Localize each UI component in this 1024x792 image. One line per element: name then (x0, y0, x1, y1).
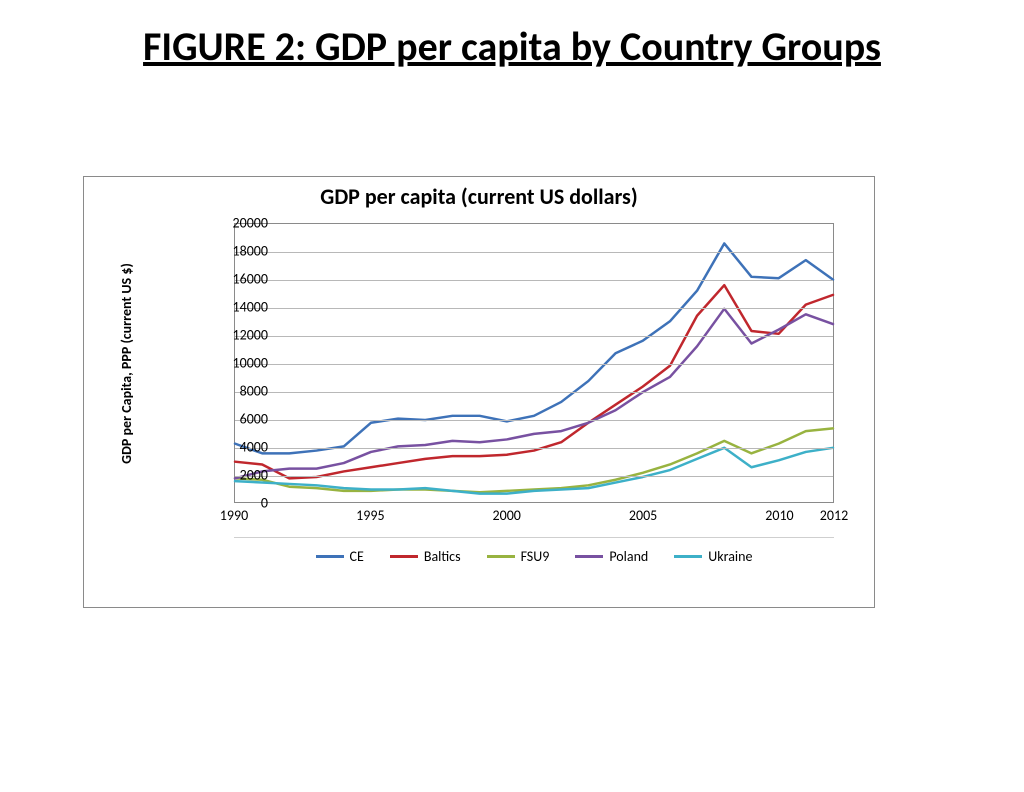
y-tick-label: 2000 (208, 467, 268, 484)
gridline (235, 252, 833, 253)
series-line-ce (235, 243, 833, 453)
chart-container: GDP per capita (current US dollars) GDP … (83, 176, 875, 608)
legend-swatch-icon (390, 555, 418, 558)
y-axis-label: GDP per Capita, PPP (current US $) (114, 223, 138, 503)
legend-item-ukraine: Ukraine (674, 548, 752, 565)
legend-swatch-icon (316, 555, 344, 558)
gridline (235, 308, 833, 309)
x-tick-label: 2012 (820, 507, 848, 524)
y-tick-label: 12000 (208, 327, 268, 344)
page-title: FIGURE 2: GDP per capita by Country Grou… (60, 24, 964, 70)
series-line-ukraine (235, 448, 833, 494)
gridline (235, 420, 833, 421)
gridline (235, 448, 833, 449)
y-tick-label: 14000 (208, 299, 268, 316)
legend-item-baltics: Baltics (390, 548, 461, 565)
plot-area (234, 223, 834, 503)
y-tick-label: 18000 (208, 243, 268, 260)
legend-swatch-icon (575, 555, 603, 558)
legend-label: Ukraine (708, 548, 752, 565)
legend-label: CE (350, 548, 364, 565)
x-tick-label: 2010 (765, 507, 793, 524)
y-tick-label: 10000 (208, 355, 268, 372)
legend-item-fsu9: FSU9 (487, 548, 550, 565)
legend: CE Baltics FSU9 Poland Ukraine (234, 537, 834, 565)
y-tick-label: 16000 (208, 271, 268, 288)
y-tick-label: 20000 (208, 215, 268, 232)
gridline (235, 336, 833, 337)
legend-item-ce: CE (316, 548, 364, 565)
legend-swatch-icon (487, 555, 515, 558)
y-tick-label: 4000 (208, 439, 268, 456)
y-tick-label: 8000 (208, 383, 268, 400)
y-tick-label: 6000 (208, 411, 268, 428)
x-tick-label: 1995 (356, 507, 384, 524)
gridline (235, 476, 833, 477)
y-axis-label-text: GDP per Capita, PPP (current US $) (118, 263, 135, 464)
x-tick-label: 1990 (220, 507, 248, 524)
series-line-poland (235, 309, 833, 479)
legend-swatch-icon (674, 555, 702, 558)
legend-label: Baltics (424, 548, 461, 565)
gridline (235, 392, 833, 393)
legend-label: FSU9 (521, 548, 550, 565)
gridline (235, 280, 833, 281)
x-tick-label: 2005 (629, 507, 657, 524)
line-plot-svg (235, 224, 833, 502)
legend-label: Poland (609, 548, 648, 565)
gridline (235, 364, 833, 365)
x-tick-label: 2000 (493, 507, 521, 524)
chart-title: GDP per capita (current US dollars) (84, 183, 874, 210)
legend-item-poland: Poland (575, 548, 648, 565)
